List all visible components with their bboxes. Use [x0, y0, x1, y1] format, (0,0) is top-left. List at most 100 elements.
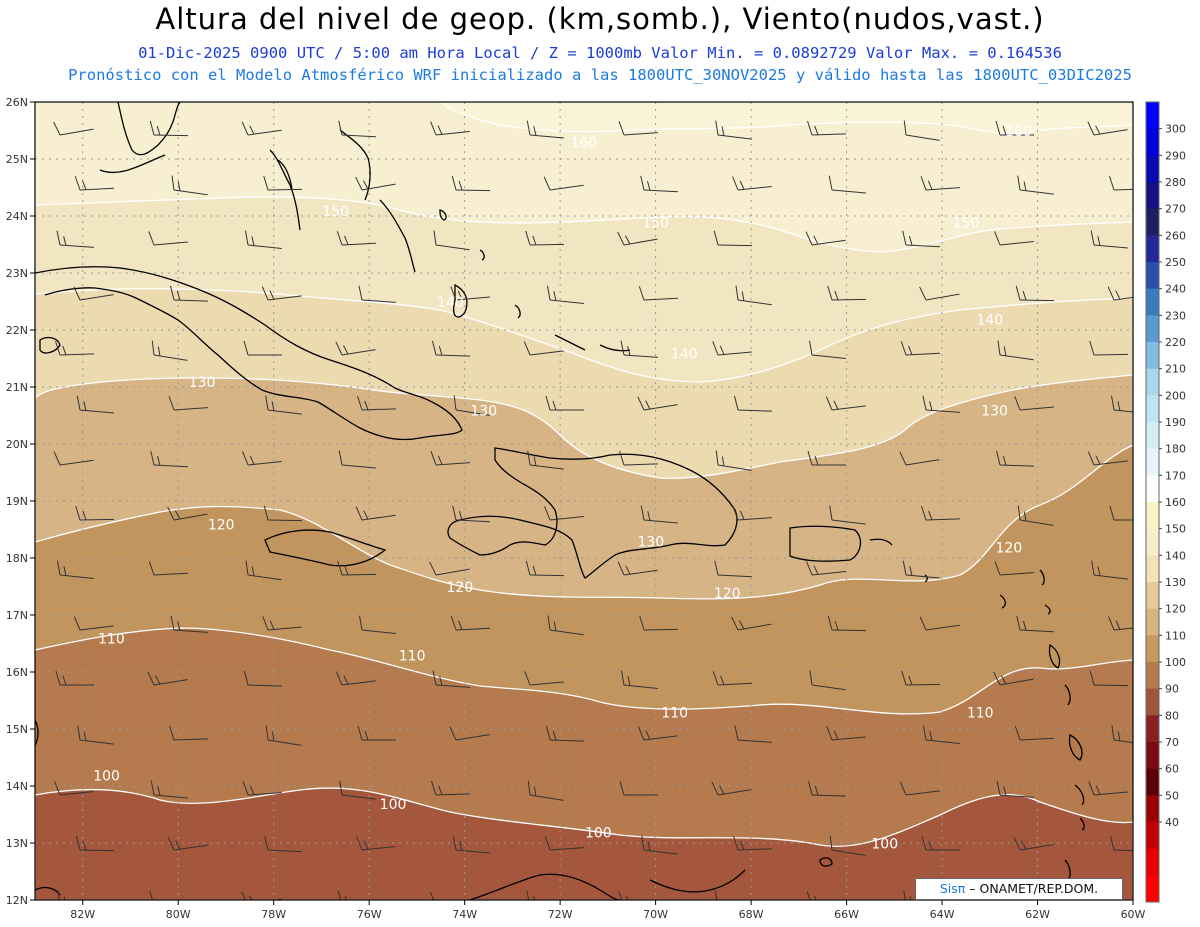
wind-barb — [430, 451, 470, 466]
wind-barb — [524, 671, 564, 686]
colorbar-swatch — [1146, 555, 1159, 583]
wind-barb — [997, 340, 1034, 361]
wind-barb — [430, 121, 470, 136]
wind-barb — [242, 781, 282, 796]
wind-barb — [826, 726, 866, 741]
contour-label: 100 — [585, 825, 612, 841]
wind-barb — [903, 890, 913, 900]
wind-barb — [1017, 175, 1054, 195]
wind-barb — [73, 286, 114, 301]
wind-barb — [149, 890, 155, 900]
model-info-subtitle: Pronóstico con el Modelo Atmosférico WRF… — [68, 66, 1132, 84]
colorbar-swatch — [1146, 715, 1159, 743]
colorbar-label: 200 — [1165, 389, 1186, 402]
wind-barb — [994, 561, 1034, 576]
colorbar-label: 230 — [1165, 309, 1186, 322]
wind-barb — [545, 395, 584, 411]
lat-tick-label: 17N — [6, 609, 28, 622]
wind-barb — [808, 340, 846, 360]
wind-barb — [171, 175, 208, 196]
wind-barb — [450, 286, 490, 301]
wind-barb — [899, 451, 940, 466]
colorbar-label: 100 — [1165, 656, 1186, 669]
wind-barb — [901, 670, 941, 686]
wind-barb — [55, 670, 94, 686]
wind-barb — [527, 450, 564, 470]
wind-barb — [993, 671, 1034, 686]
wind-barb — [1111, 725, 1133, 746]
lon-tick-label: 80W — [166, 908, 191, 921]
wind-barb — [169, 725, 208, 741]
map-title: Altura del nivel de geop. (km,somb.), Vi… — [155, 2, 1045, 36]
wind-barb — [263, 175, 303, 191]
wind-barb — [639, 615, 679, 631]
colorbar-swatch — [1146, 608, 1159, 636]
wind-barb — [734, 725, 772, 743]
wind-barb — [715, 120, 752, 140]
colorbar-swatch — [1146, 182, 1159, 210]
wind-barb — [711, 781, 752, 796]
contour-label: 150 — [642, 215, 669, 231]
wind-barb — [244, 230, 282, 250]
wind-barb — [170, 285, 208, 302]
wind-barb — [546, 725, 584, 742]
wind-barb — [640, 505, 678, 524]
colorbar-swatch — [1146, 288, 1159, 316]
wind-barb — [637, 396, 678, 411]
wind-barb — [544, 836, 584, 851]
wind-barb — [77, 725, 114, 745]
wind-barb — [357, 725, 396, 741]
wind-barb — [809, 670, 846, 691]
wind-barb — [1088, 781, 1128, 796]
wind-barb — [641, 835, 678, 855]
wind-barb — [151, 340, 188, 361]
wind-barb — [526, 890, 537, 900]
wind-barb — [1108, 616, 1133, 631]
wind-barb — [57, 890, 67, 900]
wind-barb — [54, 781, 94, 796]
wind-barb — [358, 285, 396, 303]
colorbar-swatch — [1146, 875, 1159, 903]
wind-barb — [262, 616, 302, 631]
wind-barb — [1110, 835, 1133, 852]
colorbar-swatch — [1146, 848, 1159, 876]
wind-barb — [148, 561, 188, 576]
wind-barb — [902, 560, 940, 579]
lat-tick-label: 20N — [6, 438, 28, 451]
lat-tick-label: 15N — [6, 723, 28, 736]
colorbar-label: 280 — [1165, 176, 1186, 189]
colorbar-label: 190 — [1165, 416, 1186, 429]
colorbar-swatch — [1146, 395, 1159, 423]
wind-barb — [827, 285, 867, 301]
wind-barb — [433, 230, 470, 251]
wind-barb — [53, 121, 94, 136]
colorbar-label: 140 — [1165, 549, 1186, 562]
wind-barb — [920, 176, 960, 191]
wind-barb — [358, 615, 396, 635]
colorbar-swatch — [1146, 262, 1159, 290]
wind-barb — [807, 450, 846, 466]
lon-tick-label: 76W — [357, 908, 382, 921]
lat-tick-label: 26N — [6, 96, 28, 109]
wind-barb — [1109, 175, 1133, 191]
colorbar-label: 300 — [1165, 123, 1186, 136]
wind-barb — [995, 120, 1034, 136]
contour-label: 140 — [976, 312, 1003, 328]
wind-barb — [339, 780, 376, 800]
wind-barb — [167, 836, 208, 851]
colorbar-label: 180 — [1165, 443, 1186, 456]
wind-barb — [73, 616, 114, 631]
wind-barb — [620, 340, 658, 358]
colorbar-label: 120 — [1165, 603, 1186, 616]
wind-barb — [715, 450, 752, 471]
lon-tick-label: 68W — [739, 908, 764, 921]
colorbar: 300 290 280 270 260 250 240 230 220 210 200 190 180 1… — [1145, 101, 1186, 903]
colorbar-swatch — [1146, 528, 1159, 556]
wind-barb — [167, 506, 208, 521]
wind-barb — [245, 560, 282, 581]
lat-tick-label: 16N — [6, 666, 28, 679]
credit-box: Sisπ – ONAMET/REP.DOM. — [915, 878, 1123, 900]
wind-barb — [921, 505, 960, 521]
colorbar-swatch — [1146, 768, 1159, 796]
wind-barb — [56, 560, 94, 580]
